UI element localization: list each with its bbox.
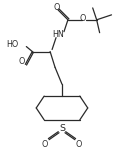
Text: HO: HO [6,40,18,49]
Text: S: S [59,124,65,133]
Text: O: O [42,140,48,149]
Text: O: O [18,57,25,66]
Text: O: O [76,140,82,149]
Text: O: O [80,14,86,23]
Text: O: O [54,3,60,12]
Text: HN: HN [52,30,64,39]
